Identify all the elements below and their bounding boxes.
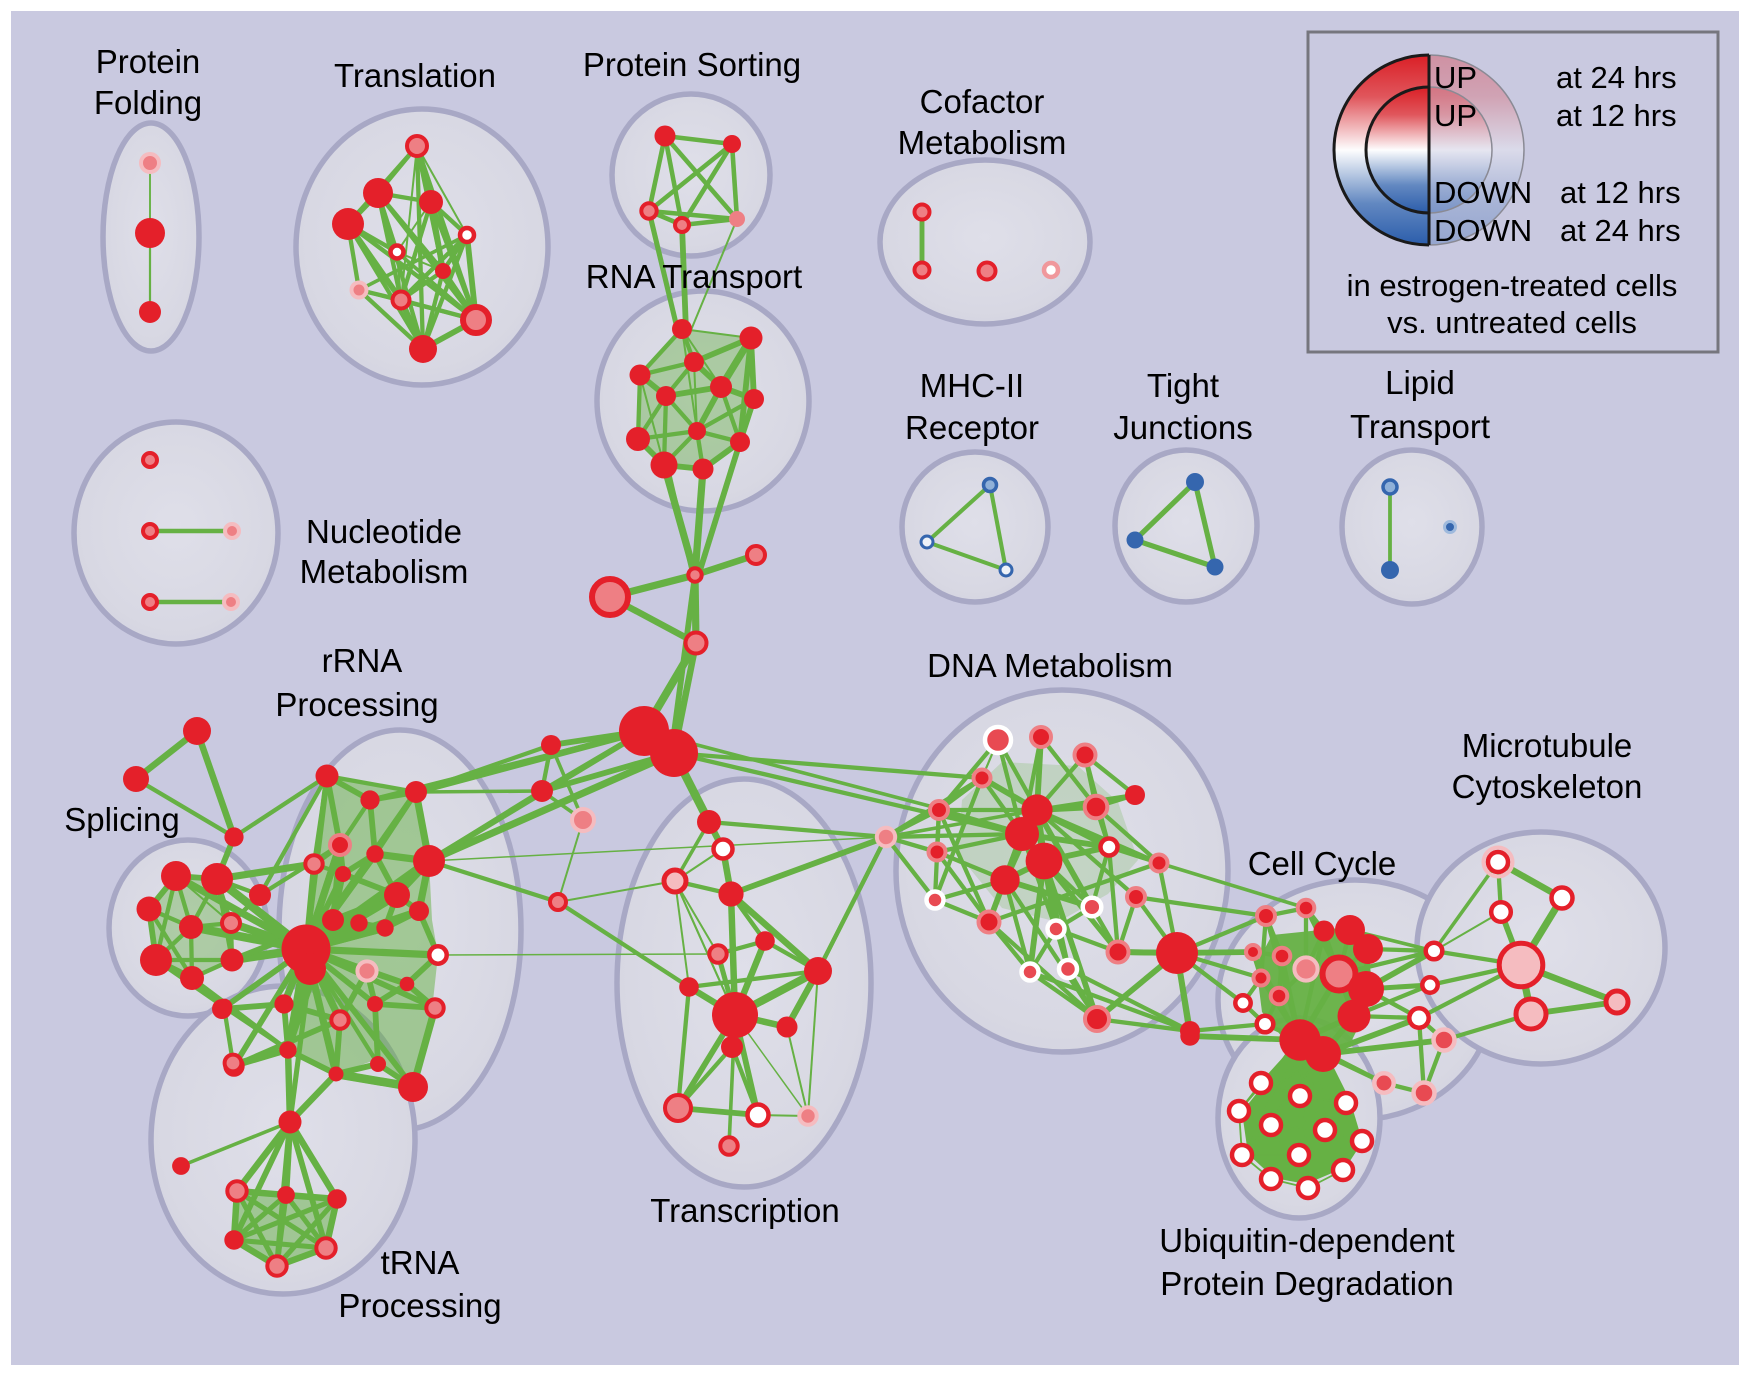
svg-text:Transcription: Transcription	[650, 1192, 840, 1229]
svg-text:MHC-II: MHC-II	[920, 367, 1024, 404]
svg-text:vs. untreated cells: vs. untreated cells	[1387, 305, 1637, 340]
svg-text:DOWN: DOWN	[1434, 213, 1532, 248]
svg-text:Ubiquitin-dependent: Ubiquitin-dependent	[1159, 1222, 1454, 1259]
svg-text:Tight: Tight	[1147, 367, 1219, 404]
svg-text:UP: UP	[1434, 98, 1477, 133]
svg-text:at 24 hrs: at 24 hrs	[1560, 213, 1681, 248]
svg-text:Protein: Protein	[96, 43, 201, 80]
svg-text:at 12 hrs: at 12 hrs	[1556, 98, 1677, 133]
svg-text:Receptor: Receptor	[905, 409, 1039, 446]
svg-text:DNA Metabolism: DNA Metabolism	[927, 647, 1173, 684]
svg-text:Translation: Translation	[334, 57, 496, 94]
svg-text:Cytoskeleton: Cytoskeleton	[1452, 768, 1643, 805]
svg-text:Protein Degradation: Protein Degradation	[1160, 1265, 1454, 1302]
svg-text:Processing: Processing	[275, 686, 438, 723]
svg-text:Processing: Processing	[338, 1287, 501, 1324]
svg-text:RNA Transport: RNA Transport	[586, 258, 802, 295]
svg-text:Nucleotide: Nucleotide	[306, 513, 462, 550]
svg-text:at 12 hrs: at 12 hrs	[1560, 175, 1681, 210]
svg-text:Splicing: Splicing	[64, 801, 180, 838]
svg-text:Folding: Folding	[94, 84, 202, 121]
svg-text:Microtubule: Microtubule	[1462, 727, 1633, 764]
svg-text:UP: UP	[1434, 60, 1477, 95]
svg-text:Cell Cycle: Cell Cycle	[1248, 845, 1397, 882]
svg-text:in estrogen-treated cells: in estrogen-treated cells	[1347, 268, 1678, 303]
svg-text:rRNA: rRNA	[322, 642, 403, 679]
svg-text:Protein Sorting: Protein Sorting	[583, 46, 801, 83]
svg-text:tRNA: tRNA	[381, 1244, 460, 1281]
svg-text:Transport: Transport	[1350, 408, 1490, 445]
svg-text:Lipid: Lipid	[1385, 364, 1455, 401]
svg-text:Cofactor: Cofactor	[920, 83, 1045, 120]
svg-text:Metabolism: Metabolism	[898, 124, 1067, 161]
svg-text:Metabolism: Metabolism	[300, 553, 469, 590]
svg-text:DOWN: DOWN	[1434, 175, 1532, 210]
svg-text:at 24 hrs: at 24 hrs	[1556, 60, 1677, 95]
svg-text:Junctions: Junctions	[1113, 409, 1252, 446]
